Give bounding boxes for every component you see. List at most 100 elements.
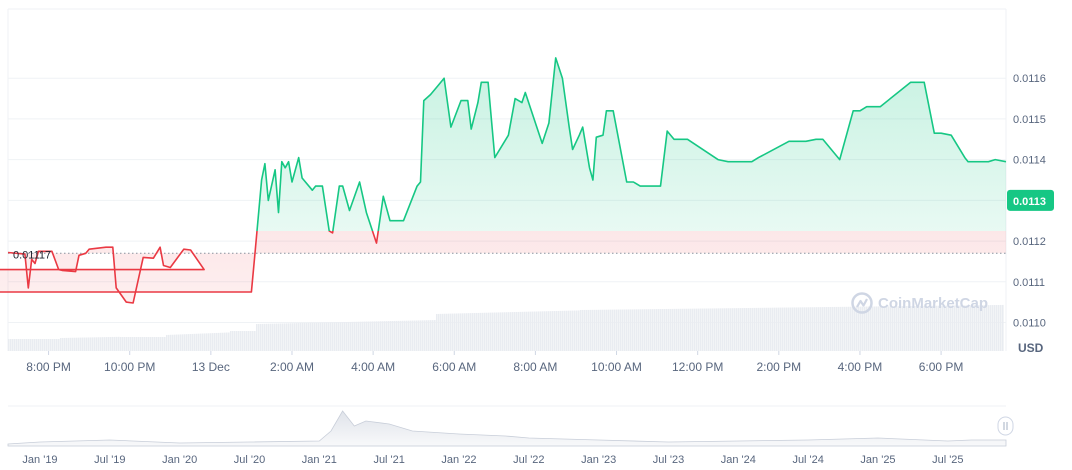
volume-bar — [932, 305, 934, 351]
volume-bar — [48, 339, 50, 351]
overview-chart[interactable]: Jan '19 Jul '19 Jan '20 Jul '20 Jan '21 Jul '… — [7, 405, 1014, 466]
volume-bar — [344, 322, 346, 351]
volume-bar — [46, 339, 48, 351]
volume-bar — [588, 309, 590, 351]
volume-bar — [708, 308, 710, 351]
volume-bar — [78, 337, 80, 351]
volume-bar — [590, 309, 592, 351]
volume-bar — [958, 305, 960, 351]
volume-bar — [760, 307, 762, 351]
volume-bar — [790, 307, 792, 351]
volume-bar — [758, 307, 760, 351]
volume-bar — [248, 331, 250, 351]
volume-bar — [190, 334, 192, 351]
volume-bar — [582, 309, 584, 351]
volume-bar — [214, 333, 216, 351]
volume-bar — [38, 339, 40, 351]
volume-bar — [670, 308, 672, 351]
volume-bar — [376, 321, 378, 351]
volume-bar — [124, 337, 126, 351]
volume-bar — [892, 306, 894, 351]
volume-bar — [504, 312, 506, 351]
current-price-badge: 0.0113 — [1007, 189, 1054, 211]
volume-bar — [852, 306, 854, 351]
volume-bar — [132, 337, 134, 351]
volume-bar — [672, 308, 674, 351]
volume-bar — [612, 309, 614, 351]
volume-bar — [458, 313, 460, 351]
volume-bar — [158, 337, 160, 351]
volume-bar — [996, 305, 998, 351]
volume-bar — [392, 320, 394, 351]
volume-bar — [644, 309, 646, 351]
volume-bar — [788, 307, 790, 351]
volume-bar — [780, 307, 782, 351]
volume-bar — [752, 307, 754, 351]
volume-bar — [844, 306, 846, 351]
volume-bar — [418, 320, 420, 351]
x-tick-label: 2:00 PM — [756, 360, 801, 374]
volume-bar — [876, 306, 878, 351]
volume-bar — [680, 308, 682, 351]
volume-bar — [894, 306, 896, 351]
volume-bar — [220, 332, 222, 351]
volume-bar — [624, 309, 626, 351]
volume-bar — [828, 307, 830, 351]
volume-bar — [498, 312, 500, 351]
range-handle[interactable] — [997, 416, 1014, 436]
volume-bar — [444, 313, 446, 351]
volume-bar — [204, 333, 206, 351]
volume-bar — [602, 309, 604, 351]
volume-bar — [768, 307, 770, 351]
volume-bar — [12, 339, 14, 351]
area-above-reference — [256, 57, 1006, 231]
volume-bar — [678, 308, 680, 351]
volume-bar — [676, 308, 678, 351]
current-price-badge-bg — [1007, 189, 1054, 211]
overview-tick-label: Jul '23 — [653, 454, 684, 466]
volume-bar — [150, 337, 152, 351]
overview-tick-label: Jan '22 — [441, 454, 476, 466]
volume-bar — [76, 337, 78, 351]
volume-bar — [536, 311, 538, 351]
volume-bar — [528, 311, 530, 351]
volume-bar — [102, 337, 104, 351]
volume-bar — [812, 307, 814, 351]
volume-bar — [908, 306, 910, 351]
volume-bar — [748, 307, 750, 351]
price-lines — [0, 57, 1007, 304]
volume-bar — [684, 308, 686, 351]
volume-bar — [704, 308, 706, 351]
volume-bar — [352, 321, 354, 351]
volume-bar — [700, 308, 702, 351]
volume-bar — [264, 323, 266, 351]
volume-bar — [420, 320, 422, 351]
volume-bar — [234, 331, 236, 351]
volume-bar — [106, 337, 108, 351]
overview-tick-label: Jan '20 — [162, 454, 197, 466]
volume-bar — [152, 337, 154, 351]
overview-tick-label: Jan '23 — [581, 454, 616, 466]
volume-bar — [300, 323, 302, 351]
volume-bar — [184, 334, 186, 351]
volume-bar — [32, 339, 34, 351]
volume-bar — [848, 306, 850, 351]
volume-bar — [168, 334, 170, 351]
volume-bar — [890, 306, 892, 351]
volume-bar — [224, 332, 226, 351]
volume-bar — [8, 339, 10, 351]
volume-bar — [532, 311, 534, 351]
volume-bar — [920, 305, 922, 351]
volume-bar — [856, 306, 858, 351]
volume-bar — [484, 312, 486, 351]
volume-bar — [818, 307, 820, 351]
volume-bar — [716, 308, 718, 351]
volume-bar — [260, 323, 262, 351]
volume-bar — [832, 306, 834, 351]
volume-bar — [686, 308, 688, 351]
volume-bar — [138, 337, 140, 351]
volume-bar — [470, 313, 472, 351]
volume-bar — [128, 337, 130, 351]
volume-bar — [994, 305, 996, 351]
volume-bar — [320, 322, 322, 351]
